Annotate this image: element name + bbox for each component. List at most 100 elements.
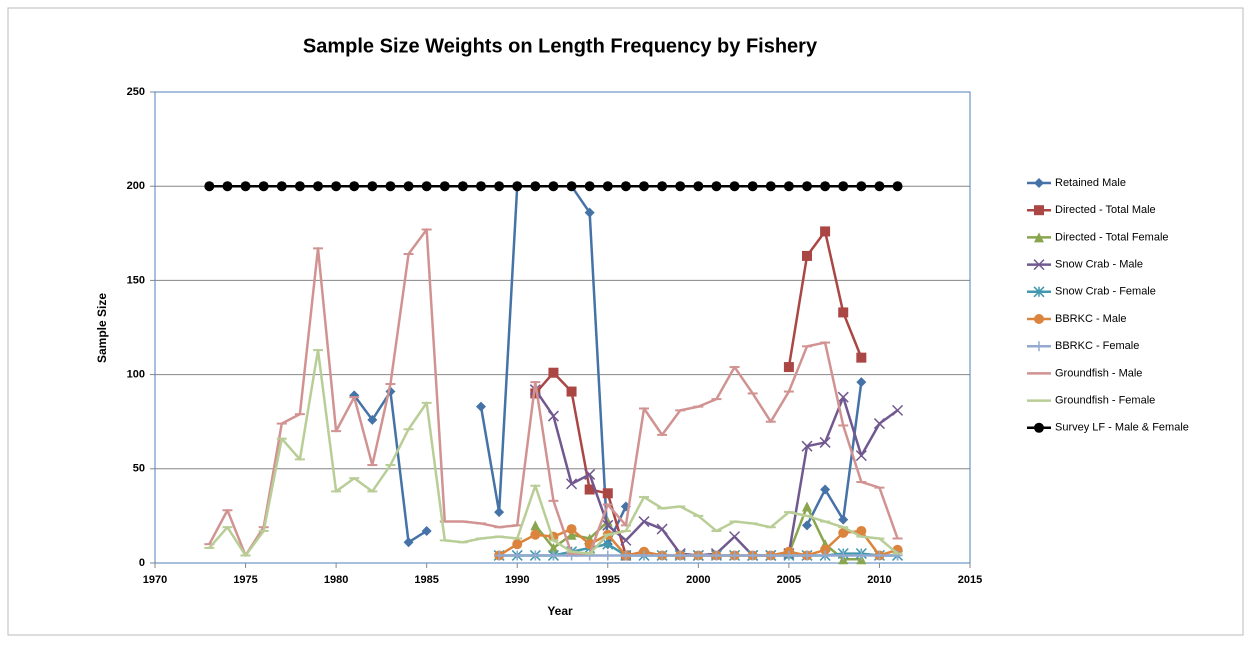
- y-tick-label: 200: [127, 180, 145, 192]
- marker: [602, 538, 614, 550]
- marker: [675, 550, 686, 561]
- y-axis-label: Sample Size: [95, 293, 109, 363]
- x-tick-label: 1995: [596, 574, 620, 586]
- x-tick-label: 1970: [143, 574, 167, 586]
- marker: [566, 386, 577, 397]
- marker: [530, 181, 541, 192]
- legend-label: Groundfish - Male: [1055, 367, 1142, 379]
- y-tick-label: 0: [139, 557, 145, 569]
- marker: [294, 181, 305, 192]
- x-tick-label: 2005: [777, 574, 801, 586]
- marker: [494, 181, 505, 192]
- x-tick-label: 1975: [233, 574, 257, 586]
- marker: [313, 181, 323, 192]
- marker: [874, 181, 885, 192]
- marker: [838, 307, 849, 318]
- marker: [367, 414, 378, 425]
- marker: [747, 181, 758, 192]
- marker: [820, 550, 831, 561]
- marker: [494, 550, 505, 561]
- marker: [530, 529, 541, 540]
- marker: [638, 516, 650, 528]
- marker: [276, 181, 287, 192]
- legend-marker: [1033, 259, 1045, 271]
- marker: [240, 181, 251, 192]
- x-axis-label: Year: [547, 604, 573, 618]
- marker: [855, 450, 867, 462]
- marker: [873, 418, 885, 430]
- marker: [566, 524, 577, 535]
- marker: [457, 181, 468, 192]
- marker: [548, 181, 559, 192]
- marker: [476, 181, 486, 192]
- legend-label: Groundfish - Female: [1055, 395, 1155, 407]
- marker: [838, 181, 849, 192]
- marker: [802, 181, 812, 192]
- legend-marker: [1034, 232, 1044, 243]
- marker: [530, 388, 541, 399]
- legend-label: BBRKC - Male: [1055, 313, 1127, 325]
- marker: [820, 226, 831, 237]
- marker: [820, 181, 831, 192]
- marker: [729, 531, 741, 543]
- marker: [783, 550, 794, 561]
- marker: [421, 525, 432, 536]
- marker: [657, 181, 668, 192]
- marker: [602, 516, 613, 527]
- y-tick-label: 250: [127, 86, 145, 98]
- marker: [547, 410, 559, 422]
- x-tick-label: 1990: [505, 574, 529, 586]
- x-tick-label: 2000: [686, 574, 710, 586]
- marker: [222, 181, 233, 192]
- legend-marker: [1034, 205, 1044, 216]
- marker: [820, 544, 831, 555]
- legend-marker: [1034, 422, 1044, 433]
- x-tick-label: 1980: [324, 574, 348, 586]
- marker: [711, 550, 722, 561]
- marker: [566, 529, 577, 540]
- marker: [548, 550, 559, 561]
- legend-label: Directed - Total Male: [1055, 204, 1156, 216]
- legend-label: Snow Crab - Female: [1055, 286, 1156, 298]
- legend-marker: [1034, 314, 1044, 324]
- legend-marker: [1034, 178, 1044, 188]
- marker: [838, 527, 849, 538]
- marker: [729, 181, 740, 192]
- marker: [856, 352, 867, 363]
- marker: [802, 550, 812, 561]
- marker: [856, 525, 867, 536]
- marker: [548, 542, 559, 553]
- marker: [584, 181, 595, 192]
- marker: [476, 401, 486, 412]
- marker: [548, 367, 559, 378]
- marker: [204, 181, 215, 192]
- marker: [639, 550, 649, 561]
- legend-label: BBRKC - Female: [1055, 340, 1139, 352]
- y-tick-label: 100: [127, 369, 145, 381]
- marker: [711, 181, 722, 192]
- marker: [620, 550, 631, 561]
- marker: [258, 181, 269, 192]
- marker: [747, 550, 758, 561]
- marker: [838, 550, 849, 561]
- marker: [693, 550, 704, 561]
- marker: [874, 550, 885, 561]
- marker: [584, 207, 595, 218]
- marker: [856, 181, 867, 192]
- marker: [675, 181, 686, 192]
- marker: [802, 501, 812, 512]
- marker: [331, 181, 342, 192]
- marker: [856, 377, 867, 388]
- marker: [639, 181, 649, 192]
- marker: [765, 550, 776, 561]
- legend-marker: [1033, 286, 1045, 298]
- marker: [819, 436, 831, 448]
- marker: [512, 539, 523, 550]
- marker: [584, 468, 596, 480]
- marker: [367, 181, 378, 192]
- marker: [494, 507, 505, 518]
- y-tick-label: 150: [127, 274, 145, 286]
- marker: [566, 478, 578, 490]
